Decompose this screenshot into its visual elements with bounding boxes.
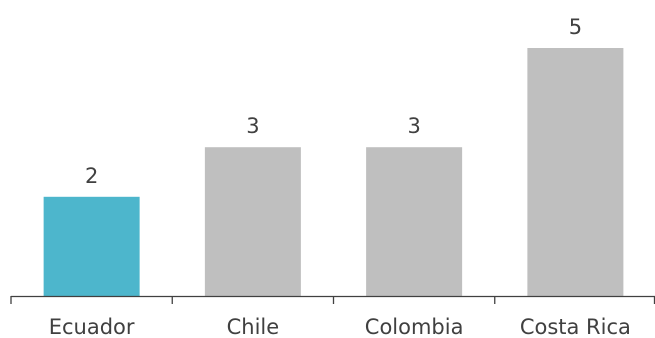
- value-label-chile: 3: [246, 114, 259, 138]
- x-tick-label-ecuador: Ecuador: [49, 315, 135, 338]
- x-axis: [10, 295, 655, 304]
- value-labels-group: 2 3 3 5: [85, 15, 582, 188]
- bar-ecuador: [43, 196, 140, 296]
- bar-costa-rica: [527, 48, 624, 296]
- value-label-colombia: 3: [407, 114, 420, 138]
- x-tick-label-colombia: Colombia: [365, 315, 464, 338]
- value-label-costa-rica: 5: [569, 15, 582, 39]
- x-tick-label-chile: Chile: [227, 315, 280, 338]
- x-tick-label-costa-rica: Costa Rica: [520, 315, 631, 338]
- bar-chile: [204, 147, 301, 296]
- value-label-ecuador: 2: [85, 164, 98, 188]
- x-tick-labels-group: Ecuador Chile Colombia Costa Rica: [49, 315, 631, 338]
- bars-group: [43, 48, 624, 296]
- bar-colombia: [366, 147, 463, 296]
